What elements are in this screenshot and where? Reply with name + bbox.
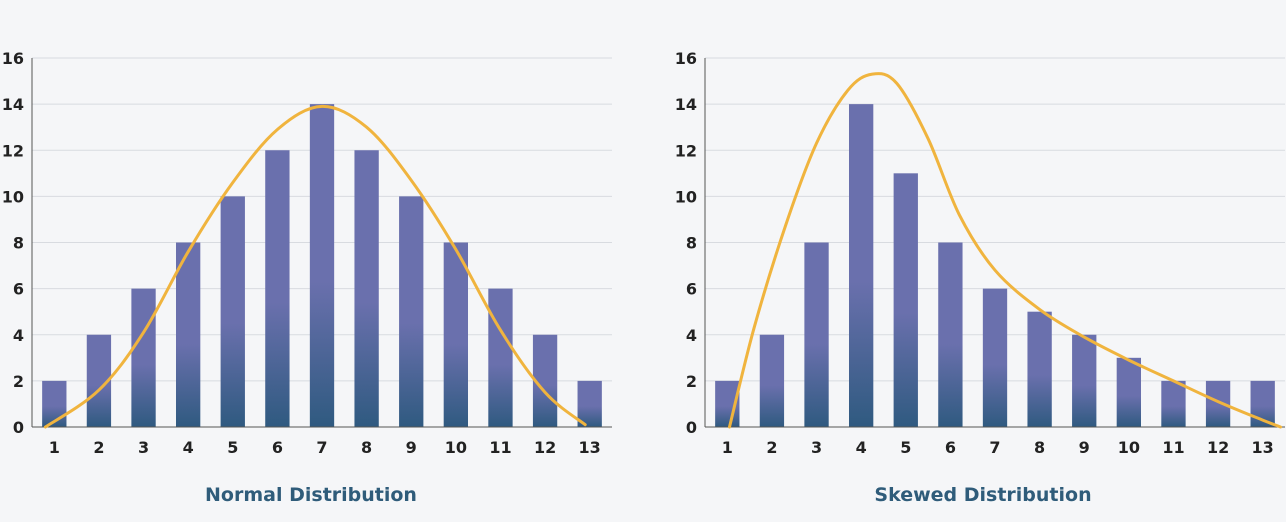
chart-title-normal: Normal Distribution [205, 484, 417, 506]
normal-x-tick-label: 5 [227, 438, 238, 457]
normal-bar [354, 150, 379, 427]
normal-x-tick-label: 7 [316, 438, 327, 457]
skewed-y-tick-label: 6 [686, 280, 697, 299]
normal-x-tick-label: 3 [138, 438, 149, 457]
skewed-y-tick-label: 8 [686, 234, 697, 253]
normal-bar [399, 196, 424, 427]
normal-x-tick-label: 12 [534, 438, 556, 457]
skewed-y-tick-label: 14 [675, 95, 697, 114]
normal-x-tick-label: 4 [183, 438, 194, 457]
normal-y-tick-label: 0 [13, 418, 24, 437]
skewed-x-tick-label: 1 [722, 438, 733, 457]
skewed-x-tick-label: 8 [1034, 438, 1045, 457]
normal-y-tick-label: 10 [2, 187, 24, 206]
skewed-x-tick-label: 7 [989, 438, 1000, 457]
skewed-bar [982, 288, 1008, 427]
skewed-bar [1027, 311, 1052, 427]
skewed-bar [848, 104, 874, 427]
normal-x-tick-label: 1 [49, 438, 60, 457]
normal-distribution-curve [43, 104, 587, 429]
normal-y-tick-label: 8 [13, 234, 24, 253]
skewed-bar [804, 242, 829, 427]
skewed-bar [1116, 357, 1142, 427]
skewed-bar [759, 334, 785, 427]
skewed-distribution-curve [728, 72, 1282, 429]
skewed-x-tick-label: 11 [1162, 438, 1184, 457]
skewed-y-tick-label: 2 [686, 372, 697, 391]
normal-bar [220, 196, 245, 427]
normal-x-tick-label: 2 [93, 438, 104, 457]
normal-y-tick-label: 6 [13, 280, 24, 299]
skewed-x-tick-label: 4 [856, 438, 867, 457]
skewed-y-tick-label: 12 [675, 141, 697, 160]
normal-y-tick-label: 16 [2, 49, 24, 68]
skewed-x-tick-label: 9 [1079, 438, 1090, 457]
skewed-y-tick-label: 16 [675, 49, 697, 68]
normal-bar [175, 242, 201, 427]
normal-bar [443, 242, 469, 427]
normal-bar [265, 150, 290, 427]
normal-y-tick-label: 14 [2, 95, 24, 114]
skewed-x-tick-label: 3 [811, 438, 822, 457]
normal-x-tick-label: 13 [579, 438, 601, 457]
normal-bar [488, 288, 513, 427]
skewed-x-tick-label: 12 [1207, 438, 1229, 457]
chart-title-skewed: Skewed Distribution [874, 484, 1092, 506]
skewed-bar [893, 173, 918, 427]
skewed-x-tick-label: 13 [1252, 438, 1274, 457]
skewed-x-tick-label: 5 [900, 438, 911, 457]
skewed-bar [1161, 380, 1186, 427]
normal-x-tick-label: 8 [361, 438, 372, 457]
normal-x-tick-label: 6 [272, 438, 283, 457]
skewed-bar [938, 242, 963, 427]
skewed-x-tick-label: 10 [1118, 438, 1140, 457]
normal-x-tick-label: 10 [445, 438, 467, 457]
normal-y-tick-label: 4 [13, 326, 24, 345]
normal-bar [577, 380, 602, 427]
normal-x-tick-label: 11 [489, 438, 511, 457]
normal-y-tick-label: 12 [2, 141, 24, 160]
normal-bar [309, 104, 335, 427]
skewed-x-tick-label: 6 [945, 438, 956, 457]
skewed-x-tick-label: 2 [766, 438, 777, 457]
normal-bar [131, 288, 156, 427]
normal-x-tick-label: 9 [406, 438, 417, 457]
skewed-y-tick-label: 0 [686, 418, 697, 437]
skewed-bar [1072, 334, 1097, 427]
normal-y-tick-label: 2 [13, 372, 24, 391]
skewed-y-tick-label: 4 [686, 326, 697, 345]
skewed-y-tick-label: 10 [675, 187, 697, 206]
normal-bar [42, 380, 67, 427]
